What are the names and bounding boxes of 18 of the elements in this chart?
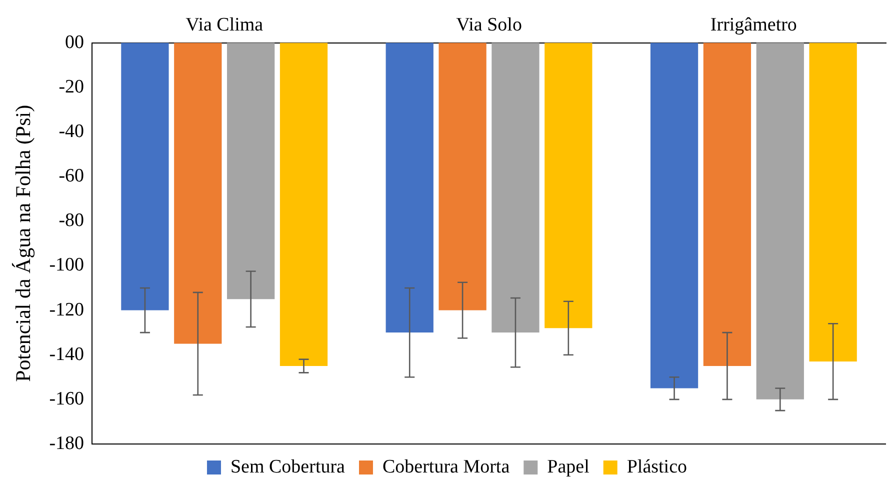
x-tick-label: Irrigâmetro xyxy=(710,14,797,36)
legend-label: Plástico xyxy=(626,456,688,478)
y-tick-label: -100 xyxy=(49,254,84,276)
y-tick-label: -40 xyxy=(58,120,84,142)
x-tick-label: Via Solo xyxy=(456,14,522,36)
legend-label: Cobertura Morta xyxy=(382,456,510,478)
y-tick-label: -160 xyxy=(49,388,84,410)
y-axis-title: Potencial da Água na Folha (Psi) xyxy=(11,104,36,382)
legend-label: Sem Cobertura xyxy=(230,456,346,478)
legend-label: Papel xyxy=(547,456,590,478)
y-tick-label: -140 xyxy=(49,344,84,365)
x-tick-label: Via Clima xyxy=(186,14,264,36)
y-tick-label: -60 xyxy=(58,166,84,187)
y-tick-label: -180 xyxy=(49,432,84,454)
y-tick-label: -120 xyxy=(49,299,84,320)
y-tick-label: -20 xyxy=(58,76,84,98)
y-tick-label: 00 xyxy=(65,32,84,53)
y-tick-label: -80 xyxy=(58,210,84,232)
